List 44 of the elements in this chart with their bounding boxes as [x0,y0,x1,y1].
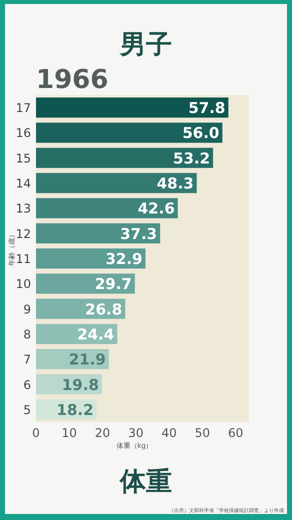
y-tick-label: 17 [16,101,31,116]
data-label: 24.4 [77,325,114,344]
data-label: 56.0 [182,124,220,142]
bar [36,274,135,294]
bar [36,172,197,194]
y-tick-label: 6 [23,378,31,392]
data-label: 53.2 [173,149,210,168]
y-tick-label: 14 [16,176,31,191]
data-label: 32.9 [105,250,142,268]
x-tick-label: 10 [62,426,77,440]
x-tick-label: 60 [228,426,244,440]
bar [36,122,222,143]
y-tick-label: 12 [16,226,31,241]
data-label: 18.2 [56,400,94,419]
y-tick-label: 7 [23,352,31,367]
y-tick-label: 11 [16,252,31,266]
bar [36,223,160,244]
data-label: 42.6 [138,200,175,218]
x-tick-label: 50 [194,426,210,440]
text: 体重 [119,467,172,497]
chart-subtitle: 1966 [36,65,108,95]
y-tick-label: 13 [16,202,31,216]
y-tick-label: 9 [23,302,31,316]
chart-title: 男子 [119,30,172,60]
y-tick-label: 5 [23,402,31,417]
bar [36,248,146,269]
x-tick-label: 20 [94,426,110,440]
x-tick-label: 0 [32,426,40,440]
x-tick-label: 30 [128,426,144,440]
data-label: 57.8 [188,99,226,118]
y-tick-label: 10 [16,277,31,292]
data-label: 48.3 [156,174,194,193]
data-label: 29.7 [94,275,132,294]
y-tick-label: 15 [16,151,31,166]
y-tick-label: 8 [23,327,31,342]
bar [36,198,178,218]
bar [36,148,214,168]
x-tick-label: 40 [161,426,177,440]
data-label: 37.3 [120,224,158,243]
data-label: 26.8 [85,300,122,318]
y-tick-label: 16 [16,126,31,140]
bar [36,98,228,118]
data-label: 19.8 [62,376,99,394]
data-label: 21.9 [68,350,106,369]
